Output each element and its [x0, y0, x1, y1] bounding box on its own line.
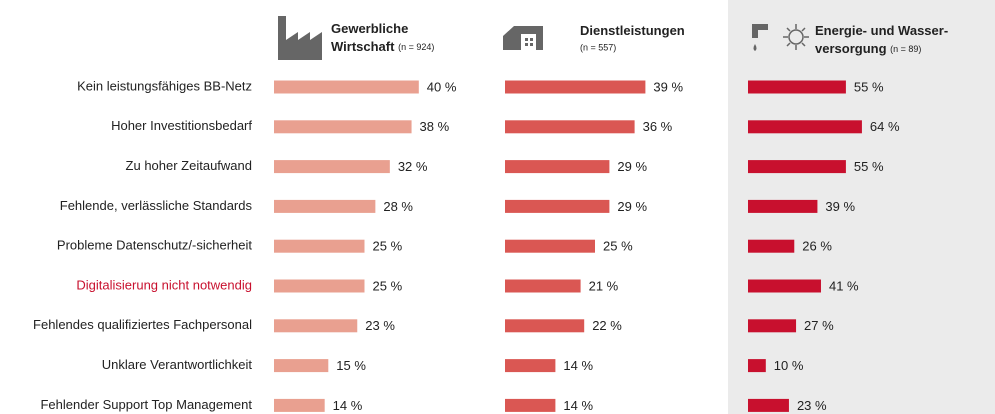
- bar: [274, 199, 376, 213]
- category-label: Fehlendes qualifiziertes Fachpersonal: [33, 317, 252, 332]
- sun-icon: [783, 24, 809, 50]
- value-label: 10 %: [774, 358, 804, 373]
- category-label: Kein leistungsfähiges BB-Netz: [77, 78, 252, 93]
- sample-size: (n = 89): [890, 44, 921, 54]
- value-label: 15 %: [336, 358, 366, 373]
- value-label: 26 %: [802, 239, 832, 254]
- legend-label: versorgung (n = 89): [815, 41, 921, 56]
- bar: [748, 279, 821, 293]
- value-label: 38 %: [420, 119, 450, 134]
- value-label: 22 %: [592, 318, 622, 333]
- category-label: Probleme Datenschutz/-sicherheit: [57, 238, 252, 253]
- value-label: 41 %: [829, 278, 859, 293]
- bar: [748, 160, 846, 174]
- legend-label: Energie- und Wasser-: [815, 23, 948, 38]
- bar: [274, 120, 412, 134]
- category-label: Fehlender Support Top Management: [40, 397, 252, 412]
- bar: [505, 359, 556, 373]
- category-label: Zu hoher Zeitaufwand: [126, 158, 252, 173]
- value-label: 21 %: [589, 278, 619, 293]
- value-label: 39 %: [653, 79, 683, 94]
- value-label: 40 %: [427, 79, 457, 94]
- category-label: Digitalisierung nicht notwendig: [76, 277, 252, 292]
- value-label: 14 %: [563, 398, 593, 413]
- category-label: Unklare Verantwortlichkeit: [102, 357, 253, 372]
- bar: [274, 359, 329, 373]
- legend-label-line: Dienstleistungen: [580, 23, 685, 38]
- bar: [748, 319, 797, 333]
- legend-label-line: versorgung: [815, 41, 887, 56]
- bar: [505, 199, 610, 213]
- value-label: 23 %: [797, 398, 827, 413]
- bar: [748, 359, 766, 373]
- category-label: Fehlende, verlässliche Standards: [60, 198, 253, 213]
- tap-icon: [752, 24, 768, 51]
- value-label: 55 %: [854, 79, 884, 94]
- value-label: 36 %: [643, 119, 673, 134]
- value-label: 32 %: [398, 159, 428, 174]
- bar: [505, 319, 585, 333]
- legend-label: Dienstleistungen: [580, 23, 685, 38]
- value-label: 39 %: [825, 199, 855, 214]
- bar: [748, 398, 789, 412]
- value-label: 14 %: [563, 358, 593, 373]
- bar: [748, 239, 795, 253]
- bar: [505, 239, 595, 253]
- bar: [505, 80, 646, 94]
- sample-size: (n = 557): [580, 42, 616, 52]
- legend-label: Wirtschaft (n = 924): [331, 39, 434, 54]
- bar: [505, 398, 556, 412]
- value-label: 23 %: [365, 318, 395, 333]
- bar: [505, 279, 581, 293]
- building-icon: [503, 26, 543, 50]
- bar: [274, 398, 325, 412]
- value-label: 64 %: [870, 119, 900, 134]
- bar: [748, 120, 862, 134]
- value-label: 25 %: [603, 239, 633, 254]
- bar: [748, 199, 818, 213]
- value-label: 25 %: [373, 239, 403, 254]
- legend-label-line: Energie- und Wasser-: [815, 23, 948, 38]
- value-label: 28 %: [383, 199, 413, 214]
- value-label: 27 %: [804, 318, 834, 333]
- bar: [505, 120, 635, 134]
- bar: [274, 80, 419, 94]
- value-label: 14 %: [333, 398, 363, 413]
- bar: [274, 239, 365, 253]
- bar: [274, 160, 390, 174]
- bar: [748, 80, 846, 94]
- bar: [505, 160, 610, 174]
- value-label: 29 %: [617, 199, 647, 214]
- legend-label: Gewerbliche: [331, 21, 408, 36]
- bar: [274, 279, 365, 293]
- category-label: Hoher Investitionsbedarf: [111, 118, 252, 133]
- value-label: 25 %: [373, 278, 403, 293]
- legend-label-line: Gewerbliche: [331, 21, 408, 36]
- value-label: 29 %: [617, 159, 647, 174]
- value-label: 55 %: [854, 159, 884, 174]
- sample-size: (n = 924): [398, 42, 434, 52]
- factory-icon: [278, 16, 322, 60]
- legend-label-line: Wirtschaft: [331, 39, 395, 54]
- bar: [274, 319, 358, 333]
